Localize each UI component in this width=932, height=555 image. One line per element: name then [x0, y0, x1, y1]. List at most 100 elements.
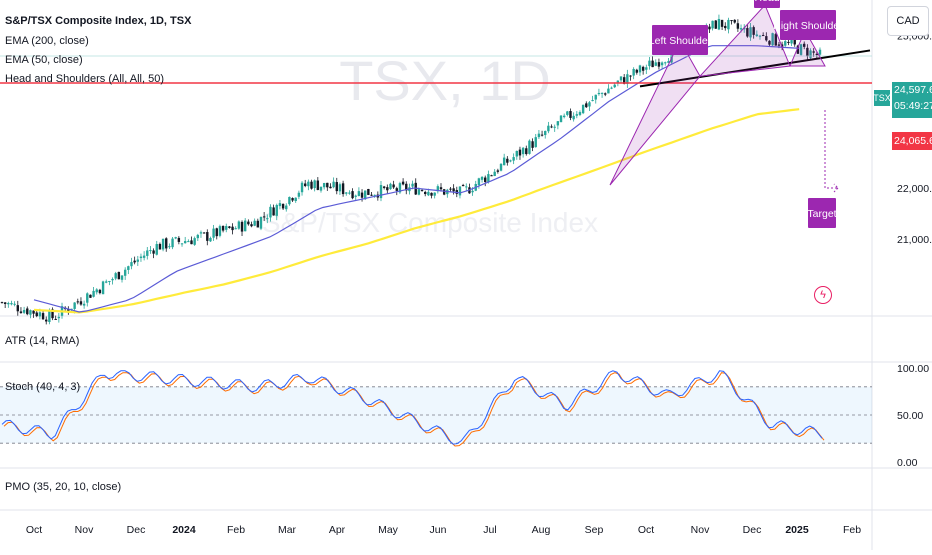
candle-body	[180, 243, 184, 245]
candle-body	[793, 39, 796, 45]
candle-body	[123, 269, 127, 276]
legend-hs: Head and Shoulders (All, All, 50)	[5, 73, 164, 85]
candle-body	[310, 181, 313, 189]
candle-body	[556, 121, 560, 126]
candle-body	[165, 238, 168, 249]
candle-body	[471, 190, 474, 193]
candle-body	[225, 226, 228, 230]
pane-stoch-label: Stoch (40, 4, 3)	[5, 381, 81, 393]
candle-body	[326, 182, 329, 188]
candle-body	[711, 20, 714, 29]
candle-body	[142, 255, 146, 258]
candle-body	[581, 104, 585, 114]
candle-body	[120, 275, 124, 280]
candle-body	[433, 192, 436, 196]
candle-body	[76, 301, 79, 303]
candle-body	[746, 28, 749, 37]
candle-body	[588, 102, 591, 107]
candle-body	[231, 226, 234, 231]
candle-body	[515, 150, 519, 157]
right-shoulder-label-box	[780, 10, 836, 40]
candle-body	[364, 190, 367, 200]
candle-body	[114, 273, 117, 279]
candle-body	[303, 183, 307, 187]
candle-body	[610, 87, 613, 89]
candle-body	[95, 289, 98, 293]
candle-body	[149, 250, 152, 252]
candle-body	[0, 302, 4, 304]
candle-body	[777, 44, 781, 46]
candle-body	[202, 232, 206, 234]
candle-body	[597, 92, 601, 95]
flash-icon[interactable]: ϟ	[814, 286, 832, 304]
currency-selector[interactable]: CAD	[887, 6, 929, 36]
pane-pmo-label: PMO (35, 20, 10, close)	[5, 481, 122, 493]
candle-body	[108, 280, 111, 282]
candle-body	[465, 186, 468, 188]
candle-body	[657, 62, 661, 67]
stoch-tick-label: 0.00	[897, 457, 918, 469]
candle-body	[521, 147, 525, 155]
candle-body	[285, 205, 288, 210]
candle-body	[632, 68, 635, 76]
candle-body	[155, 244, 158, 255]
head-label-text: Head	[754, 0, 779, 4]
candle-body	[373, 194, 376, 196]
candle-body	[13, 303, 16, 305]
candle-body	[604, 93, 607, 95]
symbol-price-tag: TSX	[873, 90, 891, 106]
time-tick-label: Feb	[227, 524, 245, 536]
candle-body	[221, 225, 225, 231]
candle-body	[392, 184, 395, 188]
candle-body	[799, 44, 803, 55]
candle-body	[512, 157, 515, 161]
candle-body	[209, 238, 212, 242]
candle-body	[389, 183, 392, 190]
candle-body	[127, 266, 130, 270]
candle-body	[594, 94, 597, 100]
candle-body	[739, 28, 743, 30]
candle-body	[3, 302, 7, 304]
candle-body	[395, 188, 398, 191]
last-price-value: 24,597.65	[894, 84, 932, 96]
candle-body	[177, 237, 181, 242]
candle-body	[449, 188, 452, 190]
candle-body	[26, 308, 29, 315]
candle-body	[187, 241, 190, 243]
head-label-box	[754, 0, 780, 8]
candle-body	[82, 303, 86, 306]
candle-body	[316, 180, 320, 190]
candle-body	[578, 112, 582, 115]
candle-body	[313, 180, 316, 189]
target-projection	[824, 110, 840, 193]
candle-body	[540, 134, 544, 136]
candle-body	[379, 185, 383, 199]
candle-body	[357, 191, 361, 196]
candle-body	[35, 312, 38, 317]
candle-body	[351, 191, 354, 199]
candle-body	[427, 191, 430, 196]
time-tick-label: 2024	[172, 524, 196, 536]
stoch-k-line	[1, 370, 823, 445]
candle-body	[240, 221, 244, 232]
candle-body	[645, 67, 648, 70]
candle-body	[600, 92, 604, 94]
candle-body	[275, 205, 278, 216]
candle-body	[812, 51, 815, 53]
candle-body	[89, 294, 92, 298]
candle-body	[493, 171, 496, 177]
candle-body	[199, 232, 203, 234]
candle-body	[386, 187, 389, 191]
candle-body	[667, 61, 670, 63]
candle-body	[171, 238, 174, 248]
candle-body	[528, 140, 531, 154]
candle-body	[272, 207, 275, 216]
candle-body	[622, 77, 626, 84]
candle-body	[281, 203, 285, 209]
candle-body	[237, 221, 241, 229]
candle-body	[92, 290, 95, 297]
candle-body	[553, 126, 556, 128]
time-tick-label: Dec	[127, 524, 146, 536]
